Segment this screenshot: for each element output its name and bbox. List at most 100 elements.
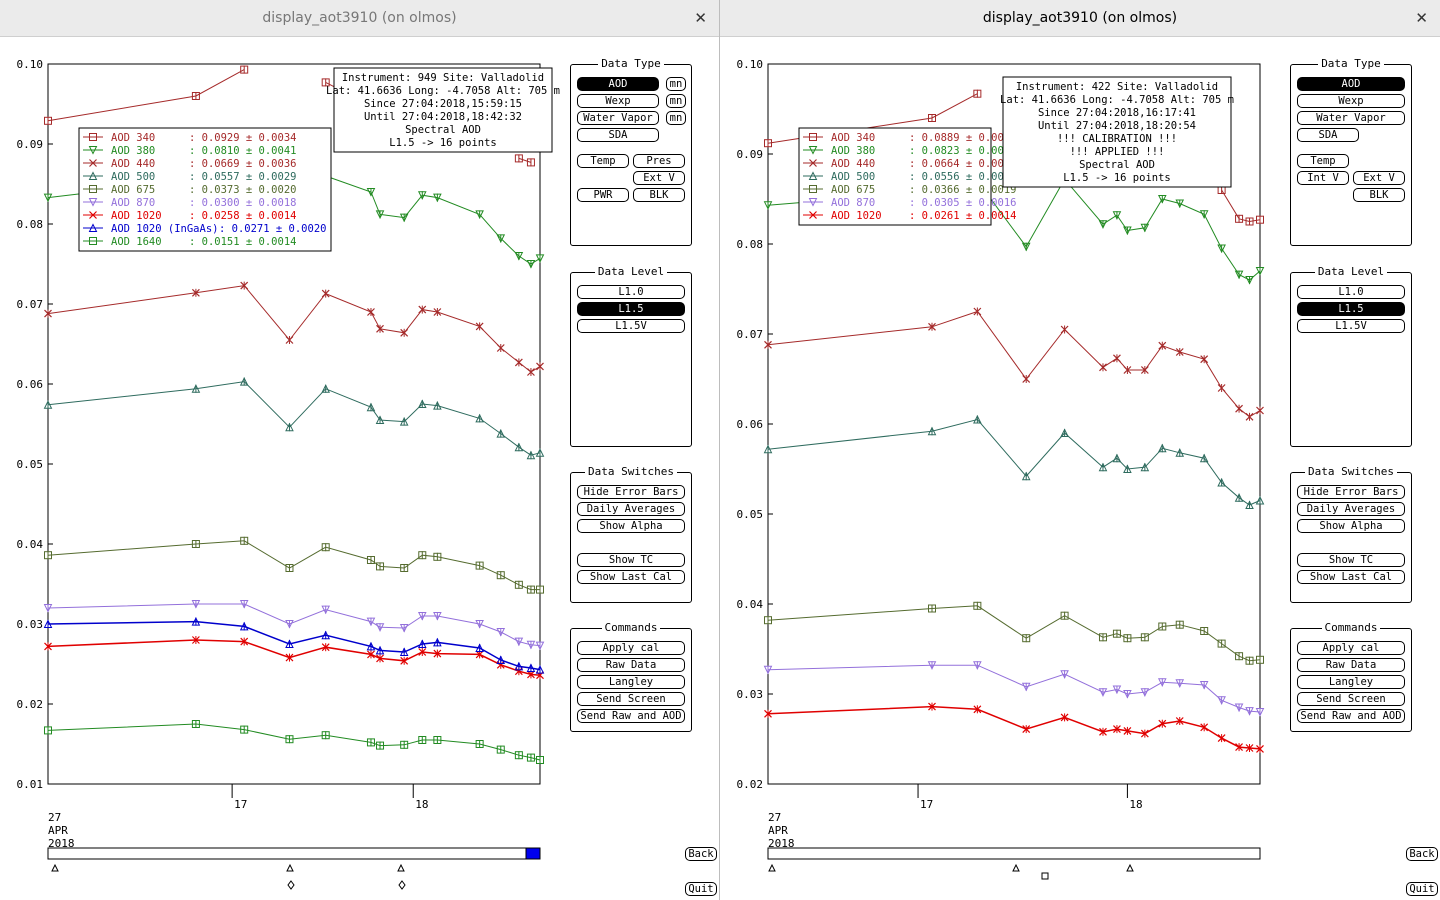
- right-legend-marker: [809, 159, 817, 167]
- right-data-point: [1175, 348, 1184, 356]
- right-data-point: [1175, 679, 1185, 688]
- right-int-v-button[interactable]: Int V: [1297, 171, 1349, 185]
- left-timeline-diamond: [398, 880, 406, 890]
- left-data-point: [535, 664, 545, 674]
- left-water-vapor-button[interactable]: Water Vapor: [577, 111, 659, 125]
- left-pwr-button[interactable]: PWR: [577, 188, 629, 202]
- right-data-point: [1112, 629, 1121, 638]
- left-wexp-mn-button[interactable]: mn: [666, 94, 686, 108]
- left-show-last-cal-button[interactable]: Show Last Cal: [577, 570, 685, 584]
- left-langley-button[interactable]: Langley: [577, 675, 685, 689]
- left-water-vapor-mn-button[interactable]: mn: [666, 111, 686, 125]
- right-l15v-button[interactable]: L1.5V: [1297, 319, 1405, 333]
- right-data-point: [928, 114, 936, 122]
- left-timeline-marker: [51, 863, 59, 872]
- left-aod-button[interactable]: AOD: [577, 77, 659, 91]
- right-show-last-cal-button[interactable]: Show Last Cal: [1297, 570, 1405, 584]
- left-back-button[interactable]: Back: [685, 847, 717, 861]
- left-legend-marker: [89, 211, 97, 219]
- right-water-vapor-button[interactable]: Water Vapor: [1297, 111, 1405, 125]
- left-send-screen-button[interactable]: Send Screen: [577, 692, 685, 706]
- right-quit-button[interactable]: Quit: [1406, 882, 1438, 896]
- left-hide-error-bars-button[interactable]: Hide Error Bars: [577, 485, 685, 499]
- right-data-point: [1217, 244, 1226, 254]
- right-raw-data-button[interactable]: Raw Data: [1297, 658, 1405, 672]
- left-timeline-bar[interactable]: [47, 847, 541, 860]
- left-send-raw-aod-button[interactable]: Send Raw and AOD: [577, 709, 685, 723]
- right-data-level-title: Data Level: [1314, 265, 1388, 278]
- right-blk-button[interactable]: BLK: [1353, 188, 1405, 202]
- left-wexp-button[interactable]: Wexp: [577, 94, 659, 108]
- right-show-alpha-button[interactable]: Show Alpha: [1297, 519, 1405, 533]
- left-ext-v-button[interactable]: Ext V: [633, 171, 685, 185]
- right-data-point: [1060, 428, 1069, 437]
- left-aod-mn-button[interactable]: mn: [666, 77, 686, 91]
- left-pres-button[interactable]: Pres: [633, 154, 685, 168]
- left-x-tick-label: 18: [415, 798, 428, 811]
- left-date-label: 27: [48, 811, 61, 824]
- right-legend-value: : 0.0305 ± 0.0016: [909, 197, 1016, 209]
- left-data-point: [376, 654, 384, 663]
- right-daily-averages-button[interactable]: Daily Averages: [1297, 502, 1405, 516]
- right-back-button[interactable]: Back: [1406, 847, 1438, 861]
- left-data-point: [375, 623, 385, 632]
- left-info-line: L1.5 -> 16 points: [389, 137, 496, 149]
- right-data-point: [1234, 493, 1244, 502]
- right-ext-v-button[interactable]: Ext V: [1353, 171, 1405, 185]
- left-blk-button[interactable]: BLK: [633, 188, 685, 202]
- left-daily-averages-button[interactable]: Daily Averages: [577, 502, 685, 516]
- right-wexp-button[interactable]: Wexp: [1297, 94, 1405, 108]
- left-close-icon[interactable]: ✕: [694, 9, 707, 27]
- left-legend-label: AOD 380: [111, 145, 155, 157]
- right-y-tick-label: 0.08: [737, 238, 764, 251]
- right-data-point: [1060, 611, 1069, 620]
- left-data-point: [475, 413, 484, 423]
- right-sda-button[interactable]: SDA: [1297, 128, 1359, 142]
- right-hide-error-bars-button[interactable]: Hide Error Bars: [1297, 485, 1405, 499]
- left-quit-button[interactable]: Quit: [685, 882, 717, 896]
- left-timeline-thumb[interactable]: [525, 847, 541, 860]
- right-send-screen-button[interactable]: Send Screen: [1297, 692, 1405, 706]
- right-close-icon[interactable]: ✕: [1415, 9, 1428, 27]
- right-l15-button[interactable]: L1.5: [1297, 302, 1405, 316]
- left-apply-cal-button[interactable]: Apply cal: [577, 641, 685, 655]
- left-data-point: [239, 600, 249, 609]
- right-temp-button[interactable]: Temp: [1297, 154, 1349, 168]
- right-legend-value: : 0.0366 ± 0.0019: [909, 184, 1016, 196]
- left-temp-button[interactable]: Temp: [577, 154, 629, 168]
- right-data-point: [1234, 270, 1244, 280]
- right-legend-value: : 0.0823 ± 0.0039: [909, 145, 1016, 157]
- right-show-tc-button[interactable]: Show TC: [1297, 553, 1405, 567]
- left-l15v-button[interactable]: L1.5V: [577, 319, 685, 333]
- right-data-point: [1175, 717, 1184, 725]
- left-data-point: [475, 561, 484, 570]
- right-send-raw-aod-button[interactable]: Send Raw and AOD: [1297, 709, 1405, 723]
- right-aod-button[interactable]: AOD: [1297, 77, 1405, 91]
- right-data-point: [1022, 634, 1031, 643]
- right-langley-button[interactable]: Langley: [1297, 675, 1405, 689]
- left-legend-label: AOD 500: [111, 171, 155, 183]
- left-l15-button[interactable]: L1.5: [577, 302, 685, 316]
- left-data-point: [526, 753, 535, 762]
- right-legend-value: : 0.0889 ± 0.0043: [909, 132, 1016, 144]
- left-legend-value: : 0.0151 ± 0.0014: [189, 236, 296, 248]
- left-show-alpha-button[interactable]: Show Alpha: [577, 519, 685, 533]
- window-separator: [719, 0, 720, 900]
- left-data-point: [433, 552, 442, 561]
- left-data-point: [417, 612, 427, 621]
- right-date-label: 27: [768, 811, 781, 824]
- right-data-point: [1021, 682, 1031, 692]
- right-timeline-bar[interactable]: [767, 847, 1261, 860]
- left-series-line: [47, 603, 541, 647]
- right-apply-cal-button[interactable]: Apply cal: [1297, 641, 1405, 655]
- right-l10-button[interactable]: L1.0: [1297, 285, 1405, 299]
- left-data-point: [475, 643, 484, 652]
- right-info-line: Spectral AOD: [1079, 159, 1155, 171]
- left-show-tc-button[interactable]: Show TC: [577, 553, 685, 567]
- left-series-line: [47, 639, 541, 676]
- left-sda-button[interactable]: SDA: [577, 128, 659, 142]
- left-plot-frame: [47, 63, 541, 785]
- left-l10-button[interactable]: L1.0: [577, 285, 685, 299]
- right-data-point: [764, 139, 772, 148]
- left-raw-data-button[interactable]: Raw Data: [577, 658, 685, 672]
